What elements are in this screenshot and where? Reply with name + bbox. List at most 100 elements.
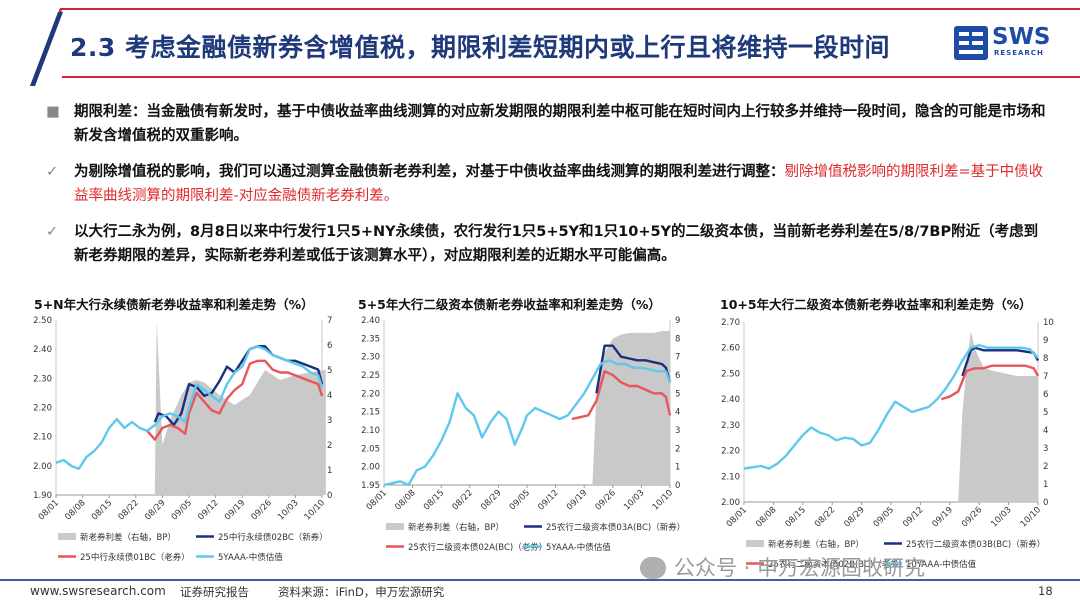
y-tick-label: 2.30 bbox=[361, 353, 380, 363]
bullet-text: 以大行二永为例，8月8日以来中行发行1只5+NY永续债，农行发行1只5+5Y和1… bbox=[74, 224, 1039, 264]
y-tick-label: 2.05 bbox=[361, 444, 380, 454]
x-tick-label: 09/19 bbox=[565, 488, 589, 512]
series-new-bond-line bbox=[595, 344, 672, 394]
series-new-bond-line bbox=[961, 346, 1040, 377]
legend-swatch-spread bbox=[58, 533, 76, 540]
chart-plot: 1.95 2.00 2.05 2.10 2.15 2.20 2.25 2.30 2.35 2.40… bbox=[361, 316, 685, 553]
legend-label: 25农行二级资本债02A(BC)（老券） bbox=[408, 542, 547, 553]
y2-tick-label: 2 bbox=[327, 441, 332, 451]
x-tick-label: 08/29 bbox=[842, 505, 866, 529]
footer-website[interactable]: www.swsresearch.com bbox=[30, 584, 166, 598]
y2-tick-label: 8 bbox=[1043, 354, 1048, 364]
y2-tick-label: 3 bbox=[1043, 444, 1048, 454]
series-yield-curve-line bbox=[55, 345, 324, 470]
legend-label: 25农行二级资本债03A(BC)（新券） bbox=[546, 522, 685, 533]
y2-tick-label: 4 bbox=[675, 408, 680, 418]
logo-text: SWS bbox=[992, 24, 1051, 50]
legend-swatch-spread bbox=[386, 523, 404, 530]
y2-tick-label: 0 bbox=[327, 491, 332, 501]
y2-tick-label: 2 bbox=[1043, 462, 1048, 472]
y-tick-label: 2.20 bbox=[33, 404, 52, 414]
chart-title: 5+5年大行二级资本债新老券收益率和利差走势（%） bbox=[358, 297, 661, 312]
footer-divider bbox=[0, 579, 1080, 581]
y2-tick-label: 1 bbox=[1043, 480, 1048, 490]
y2-tick-label: 0 bbox=[675, 481, 680, 491]
x-tick-label: 09/05 bbox=[872, 505, 896, 529]
y2-tick-label: 7 bbox=[675, 353, 680, 363]
chart-10y5y-tier2: 10+5年大行二级资本债新老券收益率和利差走势（%） 2.00 2.10 2.20 2… bbox=[706, 290, 1076, 575]
y2-tick-label: 1 bbox=[327, 466, 332, 476]
x-tick-label: 09/26 bbox=[250, 498, 274, 522]
y2-tick-label: 5 bbox=[675, 389, 680, 399]
legend-swatch-spread bbox=[746, 540, 764, 547]
chart-5y5y-tier2: 5+5年大行二级资本债新老券收益率和利差走势（%） 1.95 2.00 2.05 2.… bbox=[350, 290, 700, 575]
check-bullet-icon: ✓ bbox=[46, 164, 59, 180]
y2-tick-label: 5 bbox=[1043, 408, 1048, 418]
legend-label: 新老券利差（右轴，BP） bbox=[768, 539, 864, 550]
y-tick-label: 2.40 bbox=[33, 345, 52, 355]
y2-tick-label: 7 bbox=[327, 316, 332, 326]
y-tick-label: 2.00 bbox=[361, 463, 380, 473]
legend-label: 25农行二级资本债02B(BC)（老券） bbox=[768, 559, 907, 570]
y2-tick-label: 3 bbox=[675, 426, 680, 436]
legend-label: 25中行永续债02BC（新券） bbox=[218, 532, 328, 543]
y2-tick-label: 7 bbox=[1043, 372, 1048, 382]
page-number: 18 bbox=[1038, 584, 1053, 598]
y2-tick-label: 6 bbox=[327, 341, 332, 351]
footer-report-label: 证券研究报告 bbox=[180, 585, 249, 599]
slide-header: 2.3 考虑金融债新券含增值税，期限利差短期内或上行且将维持一段时间 SWS R… bbox=[0, 0, 1080, 86]
footer-source: 资料来源：iFinD，申万宏源研究 bbox=[278, 585, 445, 599]
header-blue-stripe bbox=[30, 12, 63, 86]
x-tick-label: 10/10 bbox=[303, 498, 327, 522]
x-tick-label: 10/03 bbox=[989, 505, 1013, 529]
wechat-icon bbox=[640, 557, 666, 579]
bullet-text: 为剔除增值税的影响，我们可以通过测算金融债新老券利差，对基于中债收益率曲线测算的… bbox=[74, 164, 785, 180]
x-tick-label: 09/26 bbox=[594, 488, 618, 512]
y-tick-label: 2.20 bbox=[721, 447, 740, 457]
page-title: 2.3 考虑金融债新券含增值税，期限利差短期内或上行且将维持一段时间 bbox=[70, 33, 890, 62]
x-tick-label: 10/10 bbox=[651, 488, 675, 512]
chart-plot: 1.90 2.00 2.10 2.20 2.30 2.40 2.50 0 1 2 3 4 5 6 7 08/0… bbox=[33, 316, 332, 563]
check-bullet-icon: ✓ bbox=[46, 224, 59, 240]
logo-icon bbox=[954, 26, 988, 60]
bullet-text: 期限利差：当金融债有新发时，基于中债收益率曲线测算的对应新发期限的期限利差中枢可… bbox=[74, 104, 1046, 144]
y-tick-label: 2.35 bbox=[361, 334, 380, 344]
bullet-list: ■ 期限利差：当金融债有新发时，基于中债收益率曲线测算的对应新发期限的期限利差中… bbox=[46, 100, 1046, 280]
y2-tick-label: 6 bbox=[1043, 390, 1048, 400]
y2-tick-label: 8 bbox=[675, 334, 680, 344]
y-tick-label: 2.70 bbox=[721, 318, 740, 328]
y-tick-label: 1.95 bbox=[361, 481, 380, 491]
x-tick-label: 10/10 bbox=[1019, 505, 1043, 529]
x-tick-label: 09/19 bbox=[931, 505, 955, 529]
y-tick-label: 1.90 bbox=[33, 491, 52, 501]
y2-tick-label: 6 bbox=[675, 371, 680, 381]
series-yield-curve-line bbox=[743, 343, 1039, 470]
y-tick-label: 2.10 bbox=[361, 426, 380, 436]
series-new-bond-line bbox=[153, 345, 324, 427]
chart-plot: 2.00 2.10 2.20 2.30 2.40 2.50 2.60 2.70 0 1 2 3 4 5 6 7… bbox=[721, 318, 1054, 570]
x-tick-label: 08/08 bbox=[63, 498, 87, 522]
legend-label: 25农行二级资本债03B(BC)（新券） bbox=[906, 539, 1045, 550]
y-tick-label: 2.60 bbox=[721, 344, 740, 354]
y2-tick-label: 10 bbox=[1043, 318, 1054, 328]
bullet-example: ✓ 以大行二永为例，8月8日以来中行发行1只5+NY永续债，农行发行1只5+5Y… bbox=[46, 220, 1046, 268]
y-tick-label: 2.10 bbox=[721, 472, 740, 482]
y2-tick-label: 1 bbox=[675, 463, 680, 473]
series-old-bond-line bbox=[146, 359, 324, 441]
y2-tick-label: 0 bbox=[1043, 498, 1048, 508]
chart-title: 5+N年大行永续债新老券收益率和利差走势（%） bbox=[34, 297, 314, 312]
y2-tick-label: 9 bbox=[675, 316, 680, 326]
series-yield-curve-line bbox=[383, 359, 672, 487]
legend-label: 新老券利差（右轴，BP） bbox=[408, 522, 504, 533]
y-tick-label: 2.40 bbox=[361, 316, 380, 326]
y-tick-label: 2.30 bbox=[33, 374, 52, 384]
x-tick-label: 09/12 bbox=[901, 505, 925, 529]
y2-tick-label: 2 bbox=[675, 444, 680, 454]
x-tick-label: 10/03 bbox=[276, 498, 300, 522]
legend-label: 5YAAA-中债估值 bbox=[218, 552, 283, 563]
y-tick-label: 2.25 bbox=[361, 371, 380, 381]
x-tick-label: 09/05 bbox=[508, 488, 532, 512]
y-tick-label: 2.10 bbox=[33, 433, 52, 443]
x-tick-label: 08/29 bbox=[143, 498, 167, 522]
chart-title: 10+5年大行二级资本债新老券收益率和利差走势（%） bbox=[720, 297, 1032, 312]
